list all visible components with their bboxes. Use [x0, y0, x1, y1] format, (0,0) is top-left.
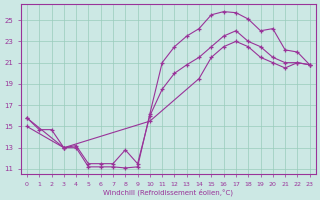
X-axis label: Windchill (Refroidissement éolien,°C): Windchill (Refroidissement éolien,°C) — [103, 188, 233, 196]
